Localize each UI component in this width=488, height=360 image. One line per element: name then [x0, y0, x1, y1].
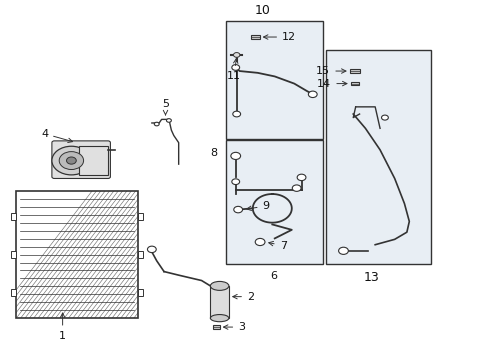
Text: 7: 7 [268, 240, 286, 251]
Circle shape [231, 179, 239, 185]
Ellipse shape [210, 282, 228, 291]
Bar [16, 191, 138, 318]
Text: 15: 15 [316, 66, 345, 76]
Circle shape [338, 247, 347, 255]
Bar [225, 21, 322, 139]
Ellipse shape [210, 315, 228, 322]
Text: 10: 10 [254, 4, 270, 17]
Circle shape [154, 122, 159, 126]
Bar [138, 251, 143, 258]
Circle shape [381, 115, 387, 120]
Circle shape [308, 91, 317, 98]
Bar [326, 50, 430, 264]
Bar [225, 140, 322, 264]
Bar [212, 325, 219, 329]
Text: 5: 5 [162, 99, 169, 115]
Circle shape [66, 157, 76, 164]
Text: 12: 12 [263, 32, 296, 42]
Bar [250, 35, 259, 39]
Circle shape [147, 246, 156, 253]
Text: 6: 6 [270, 271, 277, 281]
Bar [350, 82, 358, 85]
Text: 14: 14 [317, 78, 346, 89]
Circle shape [52, 146, 91, 175]
Circle shape [59, 152, 83, 170]
Text: 1: 1 [59, 313, 66, 341]
Text: 4: 4 [41, 129, 72, 143]
Circle shape [233, 206, 242, 213]
Circle shape [166, 119, 171, 122]
Circle shape [255, 238, 264, 246]
Circle shape [297, 174, 305, 181]
Circle shape [230, 152, 240, 159]
Bar [349, 69, 359, 73]
Bar [11, 213, 16, 220]
Text: 8: 8 [210, 148, 217, 158]
Circle shape [232, 111, 240, 117]
Text: 13: 13 [363, 271, 379, 284]
Text: 11: 11 [227, 59, 241, 81]
Bar [11, 251, 16, 258]
Text: 2: 2 [232, 292, 254, 302]
Circle shape [292, 185, 301, 192]
Bar [210, 286, 228, 318]
Circle shape [233, 53, 240, 57]
Bar [79, 146, 108, 175]
Bar [138, 213, 143, 220]
Text: 9: 9 [246, 201, 269, 211]
Bar [138, 289, 143, 296]
Bar [11, 289, 16, 296]
FancyBboxPatch shape [52, 141, 110, 179]
Circle shape [231, 64, 239, 70]
Text: 3: 3 [223, 322, 244, 332]
